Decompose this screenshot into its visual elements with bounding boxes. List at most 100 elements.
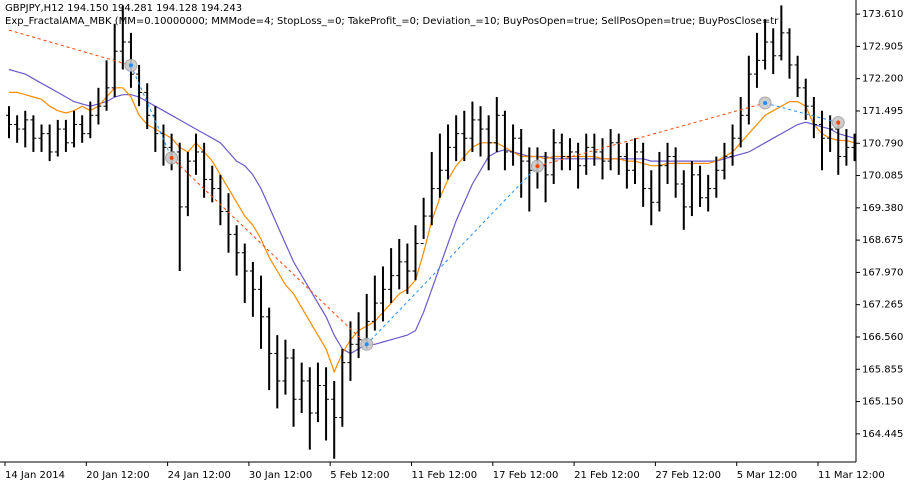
- ohlc-bar: [518, 129, 525, 198]
- y-tick-label: 165.855: [862, 364, 903, 375]
- ohlc-bar: [54, 119, 61, 157]
- ohlc-bar: [786, 28, 793, 79]
- ohlc-bar: [550, 129, 557, 185]
- ohlc-bar: [420, 197, 427, 245]
- ohlc-bar: [314, 362, 321, 423]
- ohlc-bar: [22, 110, 29, 148]
- ohlc-bar: [632, 138, 639, 185]
- x-tick-label: 5 Feb 12:00: [330, 470, 389, 481]
- ohlc-bar: [477, 106, 484, 157]
- ohlc-bar: [404, 243, 411, 294]
- ohlc-bar: [615, 133, 622, 175]
- ohlc-bar: [623, 142, 630, 189]
- y-tick-label: 167.970: [862, 267, 903, 278]
- ohlc-bar: [62, 119, 69, 152]
- x-tick-label: 30 Jan 12:00: [249, 470, 312, 481]
- ohlc-bar: [396, 238, 403, 290]
- ohlc-bar: [664, 142, 671, 185]
- ohlc-bar: [656, 151, 663, 212]
- ohlc-bar: [445, 124, 452, 180]
- x-tick-label: 5 Mar 12:00: [737, 470, 797, 481]
- chart-subtitle: Exp_FractalAMA_MBK (MM=0.10000000; MMMod…: [5, 16, 779, 27]
- x-tick-label: 20 Jan 12:00: [86, 470, 149, 481]
- ohlc-bar: [501, 110, 508, 171]
- ohlc-bar: [770, 28, 777, 75]
- ohlc-bar: [583, 133, 590, 175]
- y-tick-label: 165.150: [862, 397, 903, 408]
- ohlc-bar: [843, 129, 850, 166]
- zigzag-line: [8, 29, 766, 345]
- fractal-dot: [763, 100, 768, 105]
- ohlc-bar: [274, 335, 281, 409]
- y-tick-label: 172.905: [862, 41, 903, 52]
- ohlc-bar: [371, 275, 378, 331]
- ohlc-bar: [331, 380, 338, 459]
- ohlc-bar: [6, 106, 12, 139]
- ohlc-bar: [217, 174, 224, 226]
- ohlc-bar: [258, 275, 265, 349]
- ohlc-bar: [103, 60, 110, 111]
- y-tick-label: 167.265: [862, 300, 903, 311]
- ohlc-bar: [192, 133, 199, 175]
- y-tick-label: 171.495: [862, 106, 903, 117]
- ohlc-bar: [461, 110, 468, 162]
- ohlc-bar: [526, 147, 533, 212]
- ohlc-bar: [46, 124, 53, 162]
- ohlc-bar: [323, 367, 330, 441]
- ohlc-bar: [745, 55, 752, 125]
- ohlc-bar: [778, 5, 785, 61]
- ohlc-bar: [95, 87, 102, 125]
- ohlc-bar: [412, 225, 419, 281]
- ohlc-bar: [753, 32, 760, 88]
- chart-title: GBPJPY,H12 194.150 194.281 194.128 194.2…: [5, 3, 242, 14]
- ohlc-bar: [339, 348, 346, 427]
- ohlc-bar: [266, 307, 273, 391]
- ohlc-bar: [436, 133, 443, 198]
- ohlc-bar: [713, 156, 720, 198]
- fractal-dot: [535, 164, 540, 169]
- fractal-dot: [364, 342, 369, 347]
- ohlc-bar: [485, 115, 492, 171]
- y-tick-label: 169.380: [862, 203, 903, 214]
- x-tick-label: 14 Jan 2014: [5, 470, 65, 481]
- ohlc-bar: [510, 124, 517, 166]
- ohlc-bar: [697, 165, 704, 207]
- ohlc-bar: [810, 96, 817, 139]
- ohlc-bar: [566, 138, 573, 171]
- ohlc-bar: [794, 55, 801, 97]
- ohlc-bar: [680, 170, 687, 230]
- x-tick-label: 27 Feb 12:00: [655, 470, 721, 481]
- y-tick-label: 168.675: [862, 235, 903, 246]
- plot-area: [6, 5, 856, 459]
- ohlc-bar: [14, 115, 21, 143]
- subtitle-group: Exp_FractalAMA_MBK (MM=0.10000000; MMMod…: [5, 16, 779, 27]
- ohlc-bar: [249, 261, 256, 317]
- ohlc-bar: [225, 193, 232, 253]
- ohlc-bar: [306, 367, 313, 450]
- ohlc-bar: [688, 161, 695, 217]
- ohlc-bar: [493, 96, 500, 152]
- ohlc-bar: [144, 83, 151, 130]
- ohlc-bar: [729, 124, 736, 166]
- zigzag-line: [130, 65, 839, 345]
- ohlc-bar: [87, 101, 94, 139]
- fractal-dot: [128, 63, 133, 68]
- ohlc-bar: [591, 133, 598, 166]
- ohlc-bar: [469, 101, 476, 152]
- x-tick-label: 24 Jan 12:00: [168, 470, 231, 481]
- ohlc-bar: [71, 110, 78, 148]
- x-tick-label: 11 Feb 12:00: [412, 470, 478, 481]
- ohlc-bar: [355, 312, 362, 359]
- y-tick-label: 170.790: [862, 138, 903, 149]
- ohlc-bar: [428, 151, 435, 226]
- ohlc-bar: [282, 339, 289, 395]
- ohlc-bar: [38, 124, 45, 152]
- fractal-dot: [169, 155, 174, 160]
- ohlc-bar: [672, 147, 679, 198]
- ohlc-bar: [79, 115, 86, 143]
- ohlc-bar: [737, 96, 744, 148]
- ohlc-bar: [184, 151, 191, 217]
